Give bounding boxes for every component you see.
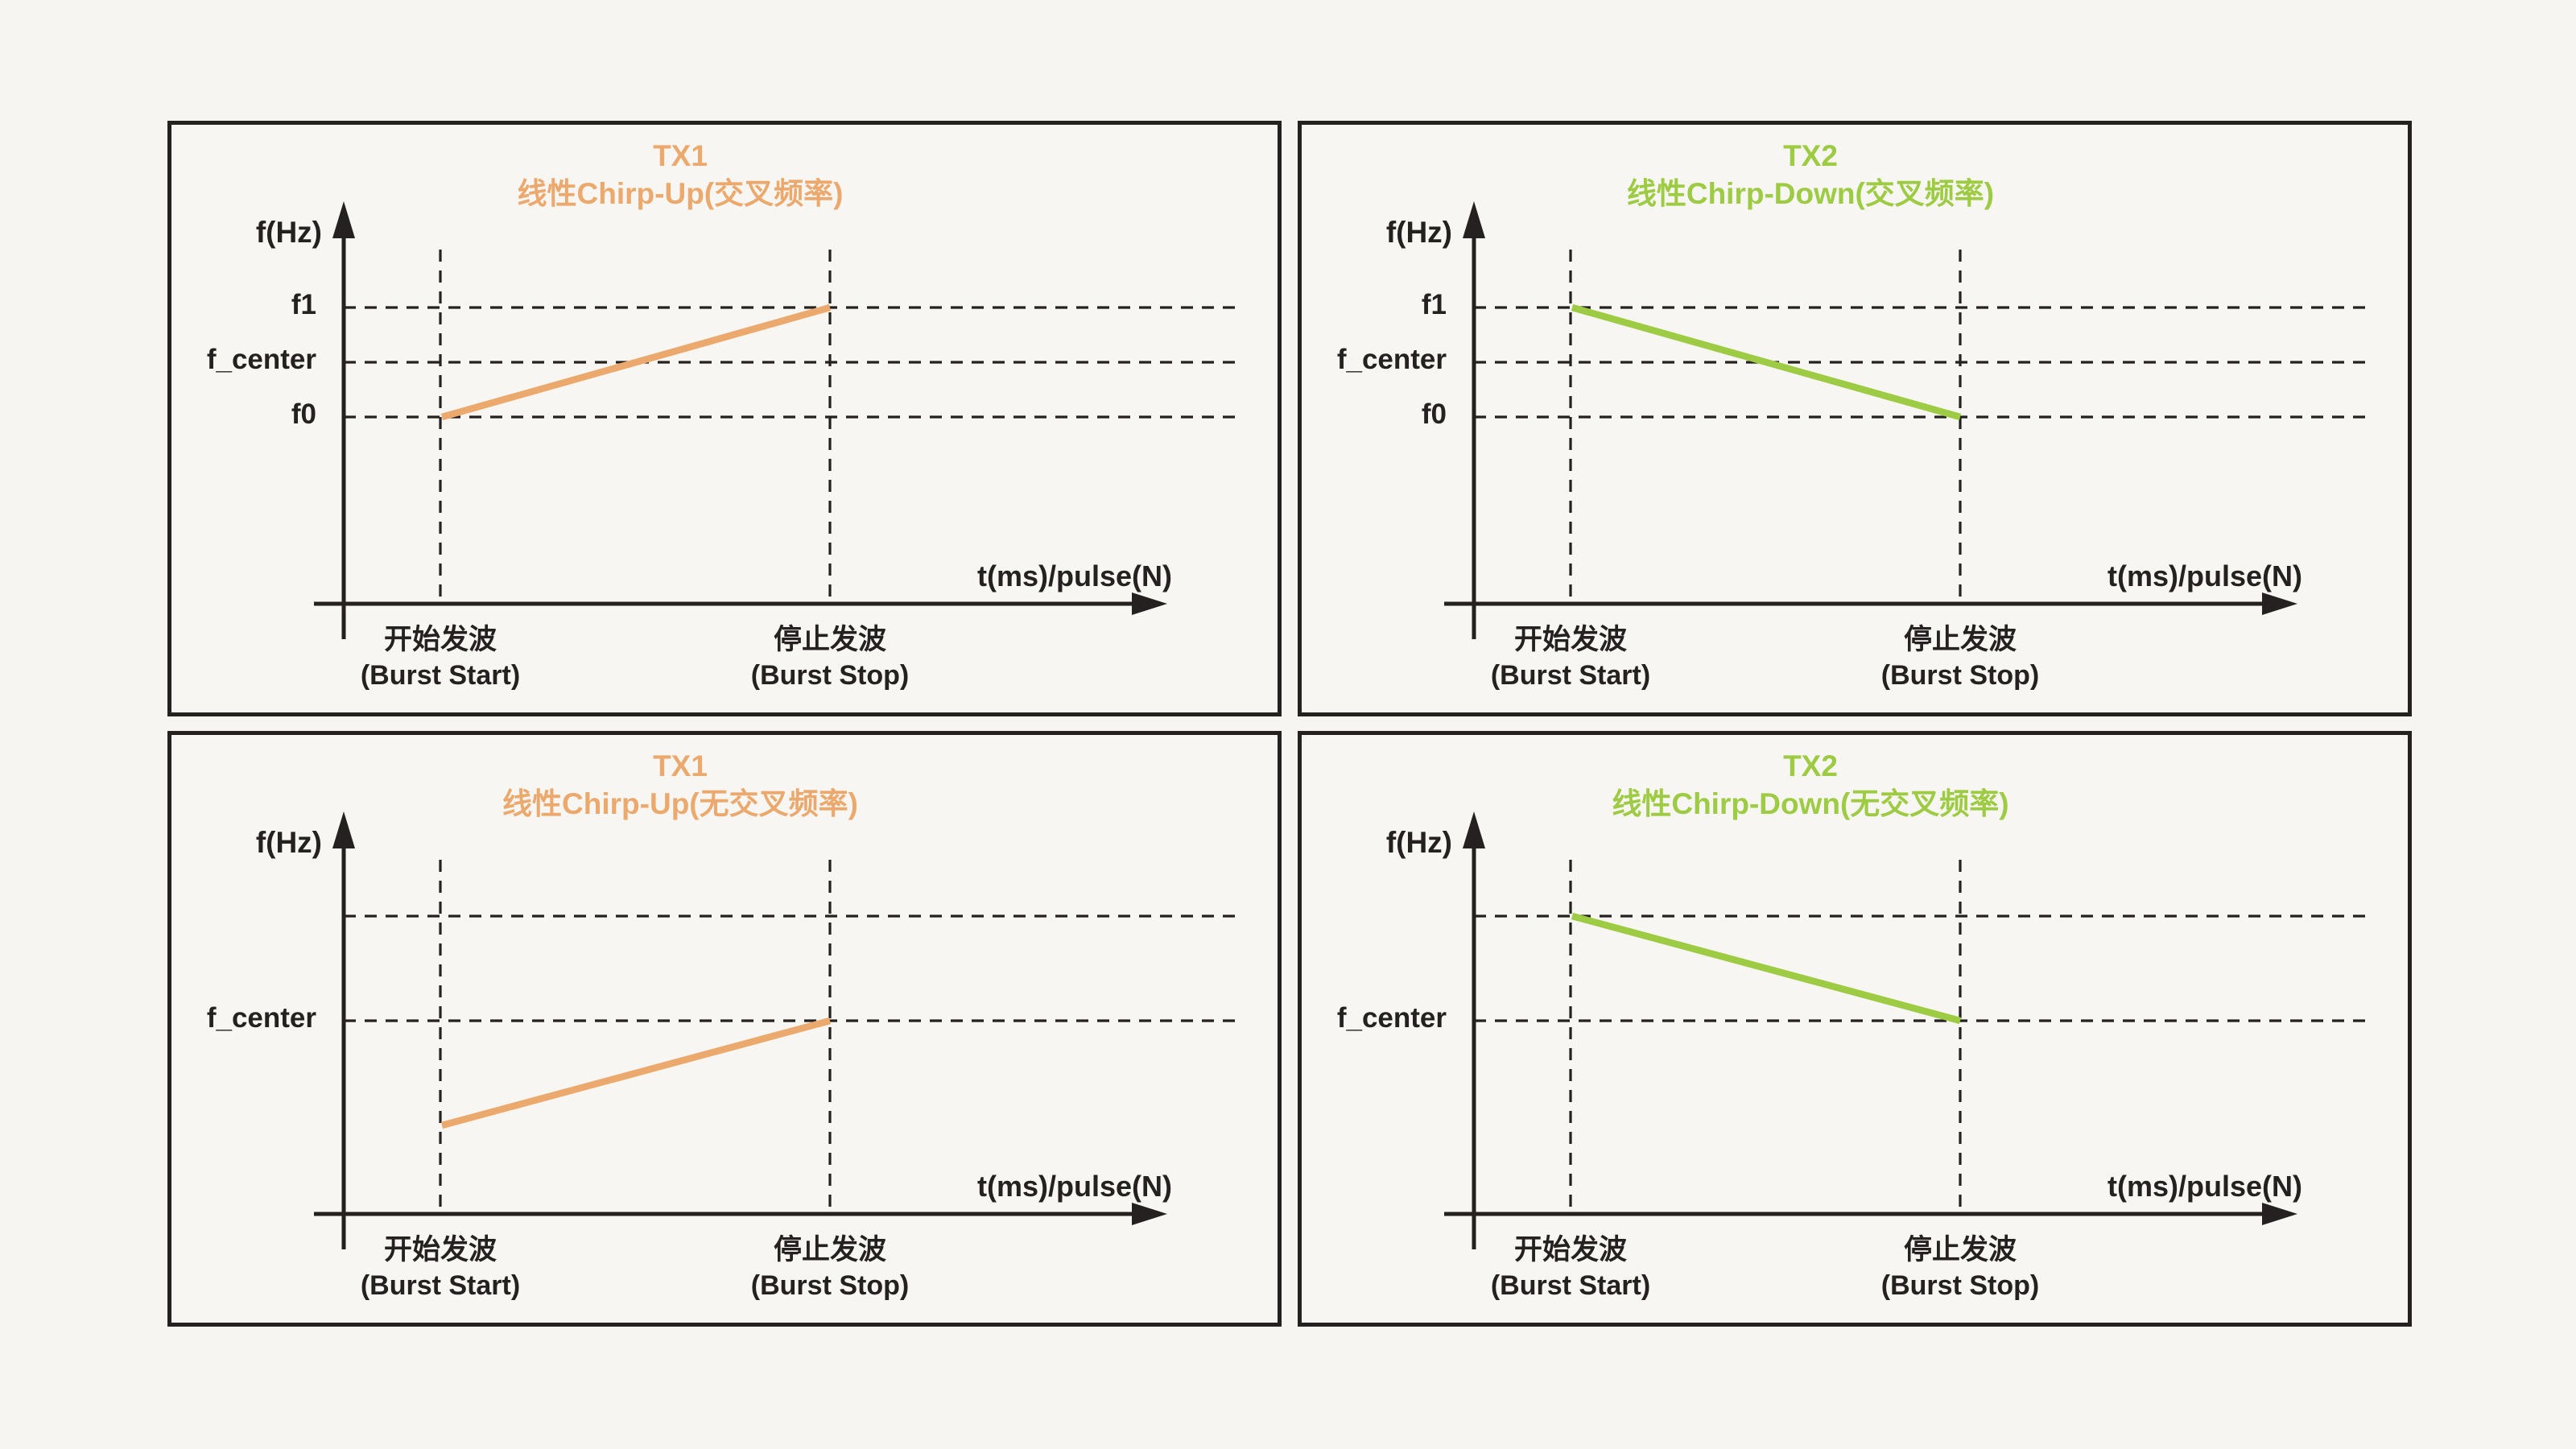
x-tick-burst-start-en: (Burst Start) xyxy=(1490,660,1651,691)
x-axis-label: t(ms)/pulse(N) xyxy=(977,559,1172,592)
x-tick-burst-start: 开始发波 (Burst Start) xyxy=(1393,621,1748,694)
y-value-label-f0: f0 xyxy=(1421,398,1447,430)
x-tick-burst-stop: 停止发波 (Burst Stop) xyxy=(653,1232,1007,1304)
y-value-label-f_center: f_center xyxy=(1336,344,1447,375)
y-axis-arrow xyxy=(1463,811,1485,848)
x-axis-label: t(ms)/pulse(N) xyxy=(977,1170,1172,1203)
chirp-plot-canvas xyxy=(314,201,1241,639)
panel-title: TX1 线性Chirp-Up(交叉频率) xyxy=(167,137,1193,213)
panel-title-line1: TX2 xyxy=(1783,749,1838,782)
panel-title-line1: TX1 xyxy=(653,749,708,782)
panel-tx1-chirp-up-noncrossing: TX1 线性Chirp-Up(无交叉频率) f(Hz) t(ms)/pulse(… xyxy=(167,731,1282,1327)
x-tick-burst-start-en: (Burst Start) xyxy=(360,660,521,691)
x-tick-burst-start-en: (Burst Start) xyxy=(360,1270,521,1301)
panel-title-line2: 线性Chirp-Down(无交叉频率) xyxy=(1612,787,2009,820)
x-axis-label: t(ms)/pulse(N) xyxy=(2107,559,2302,592)
x-tick-burst-stop-en: (Burst Stop) xyxy=(1880,1270,2040,1301)
x-tick-burst-start-en: (Burst Start) xyxy=(1490,1270,1651,1301)
y-axis-arrow xyxy=(332,201,355,238)
x-tick-burst-start-zh: 开始发波 xyxy=(1513,1234,1627,1265)
y-value-label-f1: f1 xyxy=(1421,289,1447,320)
panel-title: TX1 线性Chirp-Up(无交叉频率) xyxy=(167,747,1193,823)
y-value-label-f_center: f_center xyxy=(1336,1002,1447,1034)
x-tick-burst-stop-zh: 停止发波 xyxy=(773,624,886,655)
chirp-plot-canvas xyxy=(1444,201,2372,639)
panel-title: TX2 线性Chirp-Down(交叉频率) xyxy=(1298,137,2323,213)
x-tick-burst-stop-en: (Burst Stop) xyxy=(750,1270,910,1301)
x-tick-burst-stop: 停止发波 (Burst Stop) xyxy=(1783,1232,2137,1304)
panel-title-line2: 线性Chirp-Up(无交叉频率) xyxy=(502,787,858,820)
chirp-line xyxy=(1571,303,1962,421)
plot-area: TX1 线性Chirp-Up(交叉频率) f(Hz) t(ms)/pulse(N… xyxy=(167,121,1282,716)
chirp-line xyxy=(440,1017,832,1129)
x-tick-burst-stop-en: (Burst Stop) xyxy=(1880,660,2040,691)
panel-tx1-chirp-up-crossing: TX1 线性Chirp-Up(交叉频率) f(Hz) t(ms)/pulse(N… xyxy=(167,121,1282,716)
plot-area: TX2 线性Chirp-Down(交叉频率) f(Hz) t(ms)/pulse… xyxy=(1298,121,2412,716)
y-value-label-f0: f0 xyxy=(291,398,316,430)
plot-area: TX1 线性Chirp-Up(无交叉频率) f(Hz) t(ms)/pulse(… xyxy=(167,731,1282,1327)
chirp-plot-canvas xyxy=(1444,811,2372,1249)
x-axis-label: t(ms)/pulse(N) xyxy=(2107,1170,2302,1203)
y-value-label-f1: f1 xyxy=(291,289,316,320)
x-tick-burst-start: 开始发波 (Burst Start) xyxy=(1393,1232,1748,1304)
x-tick-burst-stop: 停止发波 (Burst Stop) xyxy=(653,621,1007,694)
x-tick-burst-stop-zh: 停止发波 xyxy=(1903,1234,2017,1265)
y-axis-label: f(Hz) xyxy=(1385,216,1452,249)
x-axis-arrow xyxy=(1132,592,1167,615)
x-tick-burst-stop-en: (Burst Stop) xyxy=(750,660,910,691)
y-axis-label: f(Hz) xyxy=(255,826,322,859)
x-tick-burst-start: 开始发波 (Burst Start) xyxy=(263,621,617,694)
y-axis-label: f(Hz) xyxy=(1385,826,1452,859)
plot-area: TX2 线性Chirp-Down(无交叉频率) f(Hz) t(ms)/puls… xyxy=(1298,731,2412,1327)
x-axis-arrow xyxy=(2262,1203,2297,1225)
chirp-plot-canvas xyxy=(314,811,1241,1249)
panel-title-line1: TX2 xyxy=(1783,139,1838,172)
x-axis-arrow xyxy=(1132,1203,1167,1225)
x-tick-burst-stop-zh: 停止发波 xyxy=(1903,624,2017,655)
panel-tx2-chirp-down-crossing: TX2 线性Chirp-Down(交叉频率) f(Hz) t(ms)/pulse… xyxy=(1298,121,2412,716)
x-tick-burst-stop: 停止发波 (Burst Stop) xyxy=(1783,621,2137,694)
chirp-line xyxy=(440,303,832,421)
y-axis-arrow xyxy=(1463,201,1485,238)
panel-title-line2: 线性Chirp-Up(交叉频率) xyxy=(517,177,844,210)
y-value-label-f_center: f_center xyxy=(206,1002,316,1034)
y-axis-arrow xyxy=(332,811,355,848)
x-tick-burst-start-zh: 开始发波 xyxy=(1513,624,1627,655)
chirp-line xyxy=(1571,912,1962,1025)
x-tick-burst-start: 开始发波 (Burst Start) xyxy=(263,1232,617,1304)
x-tick-burst-start-zh: 开始发波 xyxy=(383,1234,497,1265)
x-axis-arrow xyxy=(2262,592,2297,615)
y-value-label-f_center: f_center xyxy=(206,344,316,375)
y-axis-label: f(Hz) xyxy=(255,216,322,249)
x-tick-burst-stop-zh: 停止发波 xyxy=(773,1234,886,1265)
panel-title: TX2 线性Chirp-Down(无交叉频率) xyxy=(1298,747,2323,823)
x-tick-burst-start-zh: 开始发波 xyxy=(383,624,497,655)
panel-tx2-chirp-down-noncrossing: TX2 线性Chirp-Down(无交叉频率) f(Hz) t(ms)/puls… xyxy=(1298,731,2412,1327)
panel-title-line2: 线性Chirp-Down(交叉频率) xyxy=(1626,177,1995,210)
panel-title-line1: TX1 xyxy=(653,139,708,172)
